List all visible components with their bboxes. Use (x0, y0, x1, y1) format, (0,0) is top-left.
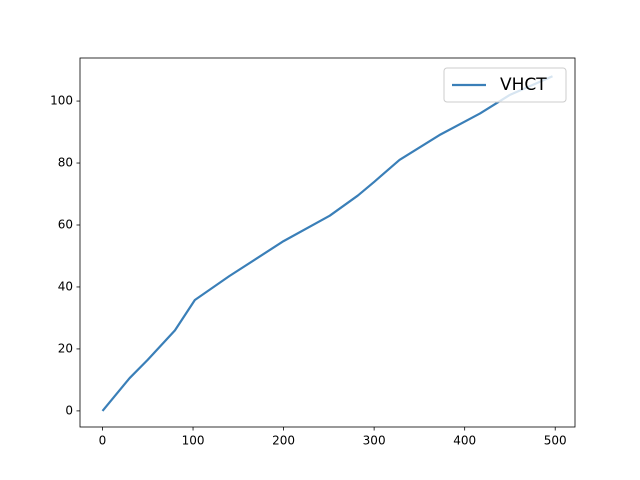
legend-box (443, 67, 567, 103)
line (101, 75, 553, 412)
y-tick-label: 40 (58, 279, 73, 293)
y-tick-label: 20 (58, 341, 73, 355)
y-tick-label: 80 (58, 156, 73, 170)
y-tick-label: 60 (58, 217, 73, 231)
x-tick-label: 500 (544, 434, 567, 448)
x-tick-label: 400 (453, 434, 476, 448)
x-tick-label: 100 (182, 434, 205, 448)
legend-label: VHCT (500, 75, 547, 95)
axes-frame (79, 57, 576, 428)
x-tick-label: 300 (363, 434, 386, 448)
y-tick-label: 100 (50, 94, 73, 108)
x-tick-label: 0 (99, 434, 107, 448)
x-tick-label: 200 (272, 434, 295, 448)
y-tick-label: 0 (65, 403, 73, 417)
